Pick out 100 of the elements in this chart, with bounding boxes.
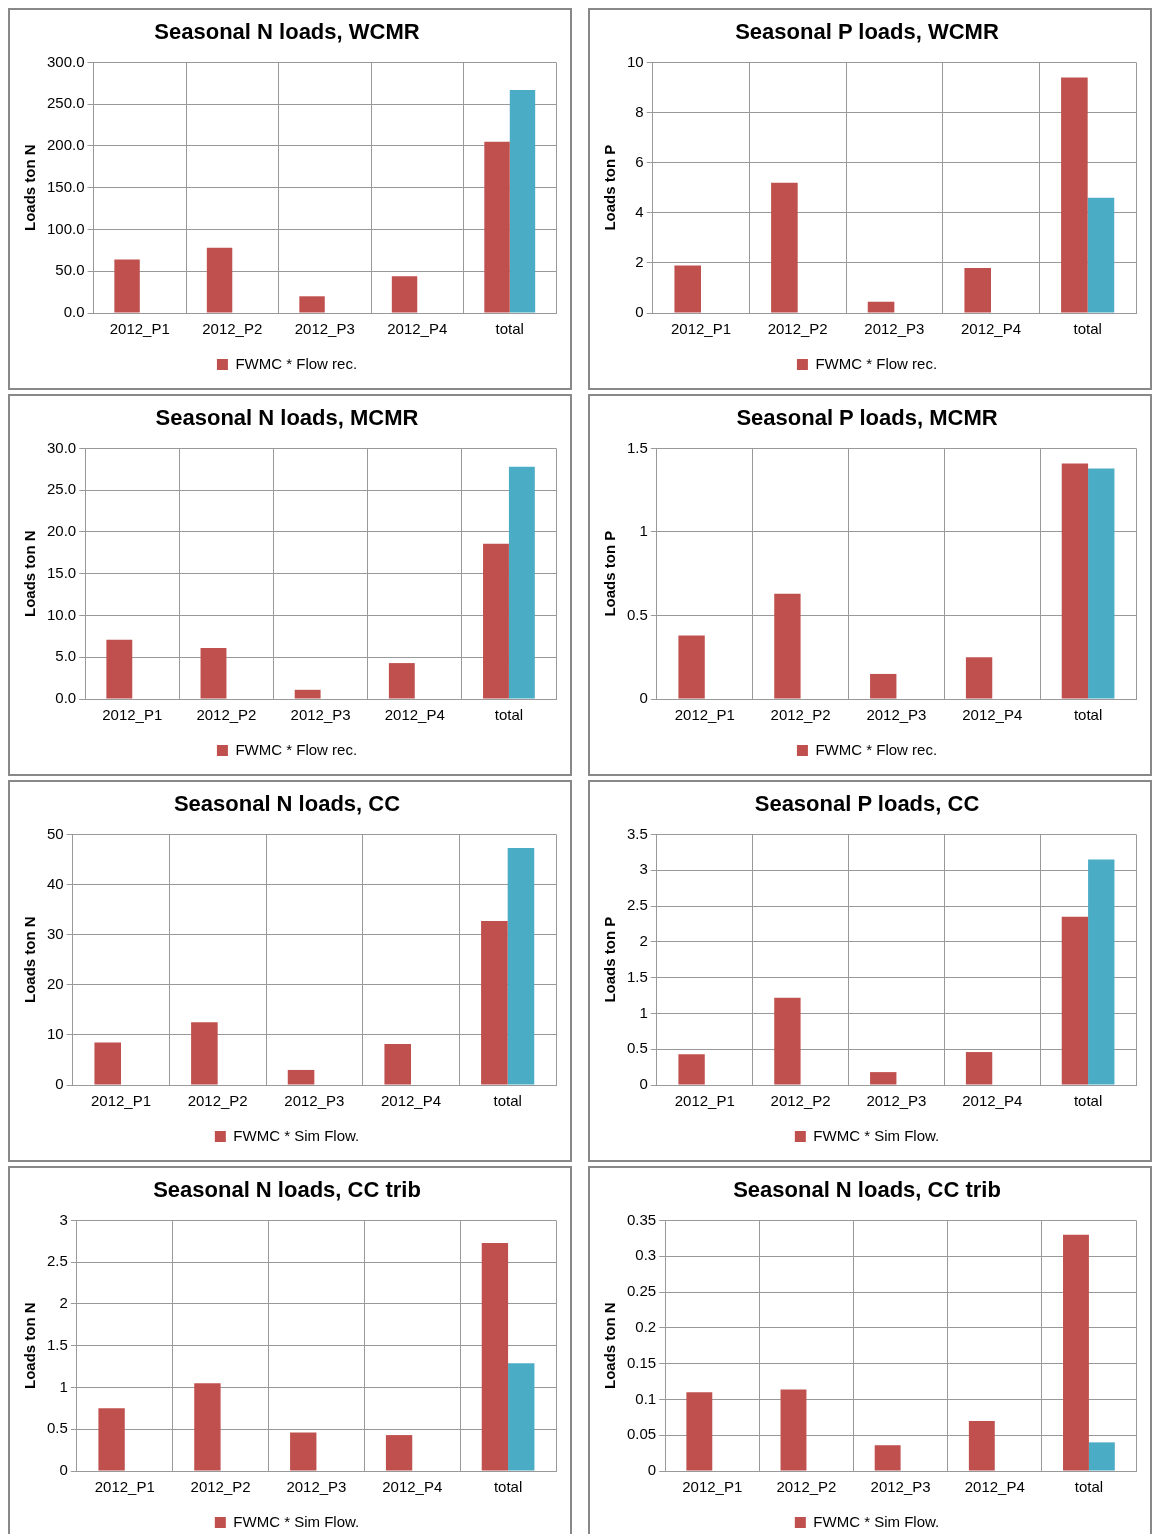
y-tick-label: 50: [47, 824, 64, 842]
y-tick-label: 0.0: [63, 303, 85, 321]
y-tick-label: 30: [47, 924, 64, 942]
bar: [870, 673, 897, 699]
y-tick-label: 100.0: [46, 219, 85, 237]
x-tick-label: 2012_P4: [962, 706, 1023, 724]
bar: [1061, 916, 1089, 1085]
bar: [1061, 77, 1088, 313]
x-tick-label: total: [1073, 706, 1103, 724]
y-tick-label: 10.0: [46, 605, 77, 623]
bar: [774, 593, 801, 699]
x-tick-label: total: [1074, 1478, 1104, 1496]
bar: [385, 1435, 413, 1471]
y-tick-label: 0: [55, 1075, 64, 1093]
y-axis-title: Loads ton P: [601, 530, 619, 617]
bar: [114, 259, 140, 313]
bar: [965, 657, 993, 699]
chart-title: Seasonal N loads, WCMR: [154, 19, 420, 45]
y-tick-label: 250.0: [46, 94, 85, 112]
x-tick-label: 2012_P3: [866, 1092, 927, 1110]
y-tick-label: 1: [59, 1377, 68, 1395]
y-axis-title: Loads ton P: [601, 144, 619, 231]
bar: [509, 89, 536, 313]
y-axis-title: Loads ton N: [21, 1302, 39, 1390]
bar: [965, 1052, 993, 1085]
y-tick-label: 0.15: [626, 1353, 657, 1371]
chart-title: Seasonal N loads, CC: [173, 791, 401, 817]
y-tick-label: 2: [639, 931, 648, 949]
y-tick-label: 2.5: [46, 1252, 68, 1270]
y-tick-label: 300.0: [46, 52, 85, 70]
y-tick-label: 0.0: [55, 689, 77, 707]
bar: [481, 921, 508, 1085]
y-tick-label: 0.05: [626, 1425, 657, 1443]
y-tick-label: 6: [635, 152, 644, 170]
y-tick-label: 1.5: [626, 967, 648, 985]
legend-label: FWMC * Flow rec.: [815, 740, 938, 758]
bar: [98, 1408, 125, 1471]
x-tick-label: total: [494, 706, 524, 724]
y-tick-label: 20: [47, 974, 64, 992]
y-tick-label: 15.0: [46, 563, 77, 581]
bar: [964, 267, 992, 313]
bar: [1088, 1442, 1115, 1471]
y-tick-label: 0.25: [626, 1282, 657, 1300]
bar: [294, 689, 321, 699]
x-tick-label: total: [495, 320, 524, 338]
legend-label: FWMC * Sim Flow.: [813, 1126, 940, 1144]
y-tick-label: 3.5: [626, 824, 648, 842]
y-axis-title: Loads ton N: [21, 530, 39, 618]
x-tick-label: 2012_P2: [770, 706, 831, 724]
y-tick-label: 0.35: [626, 1210, 657, 1228]
bar: [1087, 197, 1115, 313]
bar: [191, 1022, 218, 1085]
y-tick-label: 50.0: [55, 261, 85, 279]
bar: [774, 997, 801, 1085]
x-tick-label: total: [1073, 320, 1102, 338]
legend-label: FWMC * Sim Flow.: [233, 1512, 360, 1530]
legend-label: FWMC * Flow rec.: [235, 354, 358, 372]
x-tick-label: 2012_P1: [674, 706, 735, 724]
x-tick-label: total: [493, 1478, 523, 1496]
legend-label: FWMC * Sim Flow.: [233, 1126, 360, 1144]
x-tick-label: 2012_P3: [290, 706, 351, 724]
chart-title: Seasonal N loads, CC trib: [153, 1177, 421, 1203]
chart-title: Seasonal P loads, WCMR: [735, 19, 999, 45]
chart-title: Seasonal P loads, CC: [754, 791, 980, 817]
y-tick-label: 1.5: [626, 438, 648, 456]
bar: [674, 265, 702, 313]
y-tick-label: 150.0: [46, 177, 85, 195]
y-axis-title: Loads ton N: [601, 1302, 619, 1390]
x-tick-label: 2012_P4: [384, 706, 445, 724]
y-axis-title: Loads ton N: [21, 916, 39, 1004]
x-tick-label: 2012_P3: [870, 1478, 931, 1496]
bar: [678, 1054, 705, 1085]
y-tick-label: 0: [639, 1075, 648, 1093]
bar: [678, 635, 705, 699]
y-tick-label: 0: [639, 689, 648, 707]
y-tick-label: 200.0: [46, 136, 85, 154]
y-tick-label: 2: [635, 253, 644, 271]
bar: [508, 466, 535, 699]
y-tick-label: 4: [635, 202, 644, 220]
x-tick-label: 2012_P2: [776, 1478, 837, 1496]
y-tick-label: 40: [47, 874, 64, 892]
y-tick-label: 0: [635, 303, 644, 321]
bar: [1088, 859, 1115, 1085]
bar: [206, 247, 233, 313]
bar: [780, 1389, 807, 1471]
bar: [287, 1069, 315, 1085]
x-tick-label: 2012_P4: [387, 320, 448, 338]
bar: [391, 276, 418, 313]
y-axis-title: Loads ton N: [21, 144, 39, 232]
y-tick-label: 2.5: [626, 896, 648, 914]
bar: [106, 639, 133, 699]
y-tick-label: 2: [59, 1294, 68, 1312]
x-tick-label: 2012_P2: [190, 1478, 251, 1496]
x-tick-label: total: [1073, 1092, 1103, 1110]
y-tick-label: 0.5: [626, 605, 648, 623]
x-tick-label: 2012_P4: [964, 1478, 1025, 1496]
bar: [874, 1445, 901, 1471]
bar: [1063, 1234, 1089, 1471]
x-tick-label: 2012_P2: [202, 320, 263, 338]
legend-label: FWMC * Flow rec.: [815, 354, 938, 372]
